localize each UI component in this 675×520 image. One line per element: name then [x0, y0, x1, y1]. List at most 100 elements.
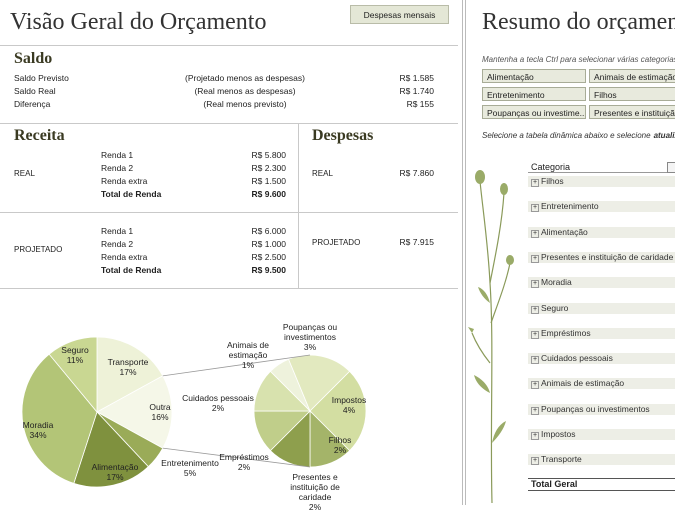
slicer-button[interactable]: Entretenimento	[482, 87, 586, 101]
slicer-button[interactable]: Presentes e instituição	[589, 105, 675, 119]
pivot-item[interactable]: Poupanças ou investimentos	[528, 403, 675, 415]
divider	[298, 123, 299, 288]
data-label: Moradia 34%	[13, 420, 63, 440]
divider	[0, 288, 458, 289]
section-title: Despesas	[312, 127, 374, 144]
expense-value: R$ 7.915	[399, 237, 435, 247]
pivot-total: Total Geral	[528, 478, 675, 491]
label-line: Seguro	[61, 345, 89, 355]
data-label: Outra 16%	[135, 402, 185, 422]
expense-value: R$ 7.860	[399, 168, 435, 178]
pivot-item[interactable]: Animais de estimação	[528, 378, 675, 390]
label-line: Moradia	[22, 420, 54, 430]
income-label: Renda 1	[101, 226, 134, 236]
pivot-item[interactable]: Filhos	[528, 176, 675, 187]
label-line: Animais de estimação	[226, 340, 270, 360]
pie-slice	[21, 353, 98, 484]
pie-slice	[309, 370, 367, 452]
label-line: 2%	[333, 445, 347, 455]
label-line: 34%	[29, 430, 47, 440]
label-line: 11%	[66, 355, 84, 365]
panel-divider	[462, 0, 463, 505]
section-title: Receita	[14, 127, 65, 144]
income-label: Renda 1	[101, 150, 134, 160]
label-line: 2%	[308, 502, 322, 512]
title: Visão Geral do Orçamento	[10, 9, 267, 35]
income-label: Renda 2	[101, 163, 134, 173]
group-label: REAL	[14, 169, 35, 178]
label-line: Poupanças ou investimentos	[282, 322, 338, 342]
pivot-item[interactable]: Transporte	[528, 454, 675, 466]
hint-text: Selecione a tabela dinâmica abaixo e sel…	[482, 131, 651, 140]
panel-divider	[465, 0, 466, 505]
label-line: Filhos	[328, 435, 352, 445]
pivot-item[interactable]: Moradia	[528, 277, 675, 289]
pivot-item[interactable]: Entretenimento	[528, 201, 675, 213]
pie-slice	[96, 336, 164, 413]
income-label: Renda extra	[101, 176, 148, 186]
pivot-item[interactable]: Cuidados pessoais	[528, 353, 675, 365]
slicer-button[interactable]: Alimentação	[482, 69, 586, 83]
section-title: Saldo	[14, 50, 53, 67]
pie-slice	[288, 354, 351, 412]
label-line: Cuidados pessoais	[182, 393, 254, 403]
data-label: Presentes e instituição de caridade 2%	[284, 472, 346, 512]
label-line: 2%	[237, 462, 251, 472]
row-note: (Real menos as despesas)	[194, 86, 296, 96]
divider	[0, 45, 458, 46]
row-note: (Real menos previsto)	[203, 99, 287, 109]
label-line: Outra	[149, 402, 171, 412]
label-line: 16%	[151, 412, 169, 422]
data-label: Alimentação 17%	[85, 462, 145, 482]
row-value: R$ 1.585	[399, 73, 435, 83]
label-line: 1%	[241, 360, 255, 370]
group-label: PROJETADO	[14, 245, 63, 254]
data-label: Cuidados pessoais 2%	[178, 393, 258, 413]
row-label: Saldo Real	[14, 86, 56, 96]
label-line: 2%	[211, 403, 225, 413]
label-line: Transporte	[107, 357, 149, 367]
data-label: Filhos 2%	[320, 435, 360, 455]
label-line: 17%	[106, 472, 124, 482]
income-label: Renda 2	[101, 239, 134, 249]
plant-illustration	[468, 170, 514, 504]
data-label: Empréstimos 2%	[209, 452, 279, 472]
label-line: 4%	[342, 405, 356, 415]
divider	[0, 212, 458, 213]
income-label: Renda extra	[101, 252, 148, 262]
pivot-dropdown[interactable]	[667, 162, 675, 173]
data-label: Poupanças ou investimentos 3%	[275, 322, 345, 352]
connector-line	[162, 447, 311, 468]
group-label: PROJETADO	[312, 238, 361, 247]
label-line: Empréstimos	[219, 452, 269, 462]
hint-bold: atualizar	[653, 131, 675, 140]
pivot-item[interactable]: Impostos	[528, 429, 675, 440]
data-label: Transporte 17%	[98, 357, 158, 377]
pivot-item[interactable]: Seguro	[528, 302, 675, 314]
slicer-button[interactable]: Animais de estimação	[589, 69, 675, 83]
total-label: Total de Renda	[101, 189, 162, 199]
label-line: Entretenimento	[161, 458, 219, 468]
pie-slice	[48, 336, 98, 414]
slicer-button[interactable]: Filhos	[589, 87, 675, 101]
label-line: Alimentação	[91, 462, 139, 472]
data-label: Seguro 11%	[53, 345, 98, 365]
pie-slice	[96, 375, 173, 449]
row-value: R$ 1.740	[399, 86, 435, 96]
hint: Mantenha a tecla Ctrl para selecionar vá…	[482, 55, 675, 64]
pivot-item[interactable]: Empréstimos	[528, 327, 675, 339]
data-label: Animais de estimação 1%	[221, 340, 276, 370]
label-line: Presentes e instituição de caridade	[290, 472, 340, 502]
pie-slice	[253, 370, 311, 412]
slicer-button[interactable]: Poupanças ou investime...	[482, 105, 586, 119]
pivot-item[interactable]: Alimentação	[528, 226, 675, 238]
row-label: Saldo Previsto	[14, 73, 69, 83]
divider	[0, 123, 458, 124]
total-value: R$ 9.600	[251, 189, 287, 199]
connector-line	[162, 354, 311, 377]
row-label: Diferença	[14, 99, 51, 109]
pivot-item[interactable]: Presentes e instituição de caridade	[528, 251, 675, 263]
income-value: R$ 2.300	[251, 163, 287, 173]
sheet-button[interactable]: Despesas mensais	[350, 5, 449, 24]
